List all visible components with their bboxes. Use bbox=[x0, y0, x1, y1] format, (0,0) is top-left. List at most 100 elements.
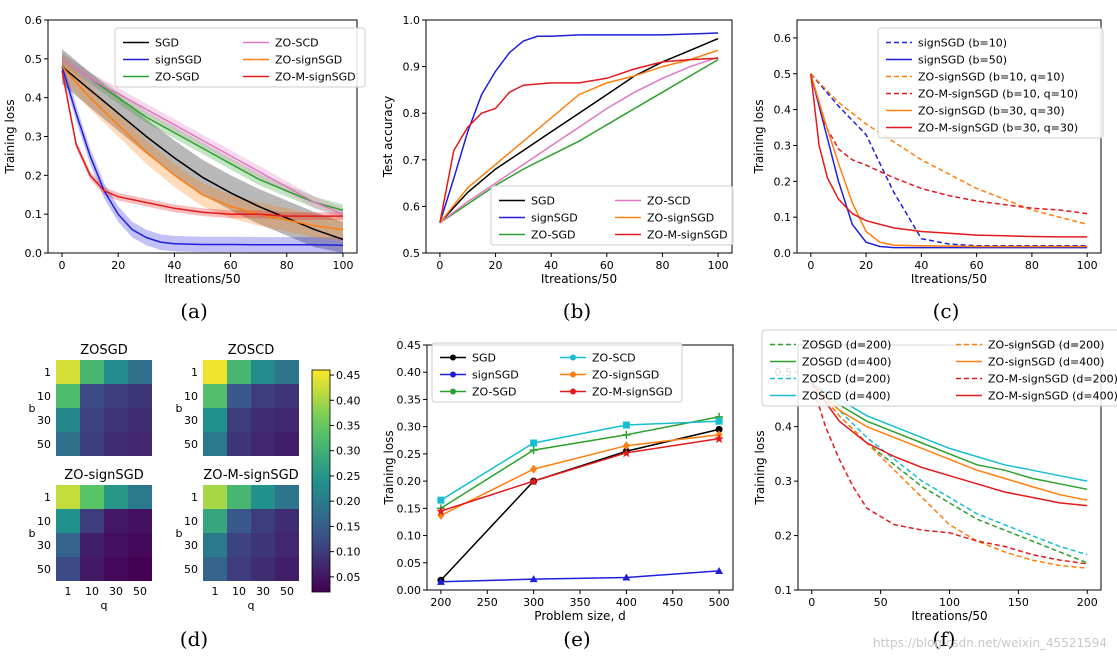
heatmap-row-label: 10 bbox=[184, 390, 198, 403]
x-tick-label: 40 bbox=[544, 259, 558, 272]
heatmap-cell bbox=[275, 485, 299, 509]
heatmap-cell bbox=[251, 557, 275, 581]
heatmap-cell bbox=[227, 557, 251, 581]
legend-entry: ZO-SCD bbox=[647, 195, 691, 208]
legend-entry: ZO-M-signSGD (b=10, q=10) bbox=[918, 88, 1078, 101]
heatmap-cell bbox=[56, 485, 80, 509]
heatmap-cell bbox=[275, 557, 299, 581]
heatmap-cell bbox=[275, 533, 299, 557]
heatmap-row-label: 10 bbox=[37, 515, 51, 528]
heatmap-cell bbox=[227, 533, 251, 557]
heatmap-cell bbox=[80, 384, 104, 408]
heatmap-cell bbox=[203, 533, 227, 557]
y-tick-label: 0.10 bbox=[397, 530, 422, 543]
heatmap-cell bbox=[128, 408, 152, 432]
chart-b: 0 20 40 60 80 100 0.5 0.6 0.7 0.8 0.9 1.0 Itreations… bbox=[381, 14, 733, 286]
heatmap-col-label: 30 bbox=[109, 585, 123, 598]
colorbar-tick-label: 0.05 bbox=[336, 571, 361, 584]
heatmap-cell bbox=[251, 485, 275, 509]
heatmap-ZO-M-signSGD: ZO-M-signSGD 1 10 30 50 b 1 10 30 50 q bbox=[176, 468, 299, 612]
data-point-ZO-M-signSGD bbox=[436, 506, 446, 516]
series-line-ZO-signSGD (b=30, q=30) bbox=[810, 73, 1088, 248]
panel-label: (e) bbox=[563, 627, 590, 651]
data-point-ZO-SGD bbox=[529, 446, 538, 455]
heatmap-y-axis-label: b bbox=[29, 402, 36, 415]
legend-b: SGD signSGD ZO-SGD ZO-SCD ZO-signSGD ZO-M-sig… bbox=[490, 185, 734, 246]
legend-marker bbox=[570, 371, 576, 378]
heatmap-cell bbox=[80, 408, 104, 432]
y-axis-label: Training loss bbox=[382, 430, 396, 505]
heatmap-title: ZO-M-signSGD bbox=[203, 468, 298, 483]
x-tick-label: 500 bbox=[709, 596, 730, 609]
heatmap-cell bbox=[104, 485, 128, 509]
legend-entry: ZOSGD (d=400) bbox=[802, 356, 891, 369]
heatmap-cell bbox=[251, 533, 275, 557]
legend-entry: signSGD (b=10) bbox=[918, 37, 1007, 50]
x-tick-label: 20 bbox=[859, 259, 873, 272]
series-band-ZO-signSGD bbox=[62, 54, 343, 242]
y-tick-label: 0.0 bbox=[25, 247, 43, 260]
heatmap-cell bbox=[275, 384, 299, 408]
x-tick-label: 100 bbox=[708, 259, 729, 272]
heatmap-cell bbox=[104, 384, 128, 408]
series-band-ZO-SCD bbox=[62, 53, 343, 220]
heatmap-cell bbox=[56, 557, 80, 581]
data-point-signSGD bbox=[715, 566, 724, 574]
heatmap-row-label: 1 bbox=[191, 491, 198, 504]
heatmap-y-axis-label: b bbox=[176, 402, 183, 415]
y-tick-label: 0.3 bbox=[775, 475, 793, 488]
colorbar-tick-label: 0.40 bbox=[336, 394, 361, 407]
x-tick-label: 0 bbox=[436, 259, 443, 272]
x-axis-label: Itreations/50 bbox=[541, 272, 617, 286]
series-line-ZO-signSGD bbox=[439, 49, 719, 224]
x-tick-label: 60 bbox=[224, 259, 238, 272]
panel-label: (d) bbox=[180, 627, 208, 651]
series-line-ZO-SGD bbox=[439, 58, 719, 224]
heatmap-row-label: 50 bbox=[184, 563, 198, 576]
heatmap-cell bbox=[128, 533, 152, 557]
legend-entry: ZO-signSGD (d=400) bbox=[988, 356, 1104, 369]
legend-entry: ZO-M-signSGD bbox=[647, 229, 728, 242]
heatmap-cell bbox=[275, 360, 299, 384]
legend-entry: signSGD bbox=[155, 54, 202, 67]
watermark: https://blog.csdn.net/weixin_45521594 bbox=[872, 636, 1107, 650]
heatmap-cell bbox=[104, 432, 128, 456]
heatmap-row-label: 50 bbox=[37, 438, 51, 451]
legend-entry: ZO-M-signSGD (d=400) bbox=[988, 390, 1117, 403]
plot-area bbox=[810, 73, 1088, 249]
colorbar-tick-label: 0.30 bbox=[336, 445, 361, 458]
legend-entry: ZO-M-signSGD (d=200) bbox=[988, 373, 1117, 386]
y-tick-label: 0.2 bbox=[775, 530, 793, 543]
heatmap-cell bbox=[128, 432, 152, 456]
y-tick-label: 0.5 bbox=[403, 247, 421, 260]
heatmap-title: ZO-signSGD bbox=[64, 468, 143, 483]
legend-entry: ZO-signSGD (b=10, q=10) bbox=[918, 71, 1065, 84]
legend-marker bbox=[450, 388, 456, 395]
x-tick-label: 0 bbox=[808, 596, 815, 609]
x-tick-label: 100 bbox=[1077, 259, 1098, 272]
x-tick-label: 300 bbox=[523, 596, 544, 609]
heatmap-x-axis-label: q bbox=[101, 599, 108, 612]
heatmap-cell bbox=[227, 485, 251, 509]
heatmap-cell bbox=[275, 408, 299, 432]
y-tick-label: 0.9 bbox=[403, 61, 421, 74]
y-tick-label: 0.5 bbox=[25, 53, 43, 66]
data-point-ZO-M-signSGD bbox=[529, 476, 539, 486]
legend-entry: ZO-M-signSGD (b=30, q=30) bbox=[918, 122, 1078, 135]
y-tick-label: 0.3 bbox=[25, 131, 43, 144]
plot-area bbox=[439, 32, 719, 224]
heatmap-cell bbox=[56, 384, 80, 408]
y-tick-label: 0.00 bbox=[397, 584, 422, 597]
legend-entry: signSGD bbox=[472, 369, 519, 382]
heatmap-cell bbox=[104, 557, 128, 581]
heatmap-col-label: 30 bbox=[256, 585, 270, 598]
heatmap-cell bbox=[104, 509, 128, 533]
colorbar-tick-label: 0.10 bbox=[336, 546, 361, 559]
series-line-ZO-signSGD (d=400) bbox=[811, 382, 1088, 501]
heatmap-col-label: 50 bbox=[280, 585, 294, 598]
heatmap-cell bbox=[128, 485, 152, 509]
legend-a: SGD signSGD ZO-SGD ZO-SCD ZO-signSGD ZO-M-sig… bbox=[114, 27, 366, 88]
legend-entry: ZO-signSGD bbox=[647, 212, 714, 225]
heatmap-ZOSCD: ZOSCD 1 10 30 50 b bbox=[176, 343, 299, 456]
